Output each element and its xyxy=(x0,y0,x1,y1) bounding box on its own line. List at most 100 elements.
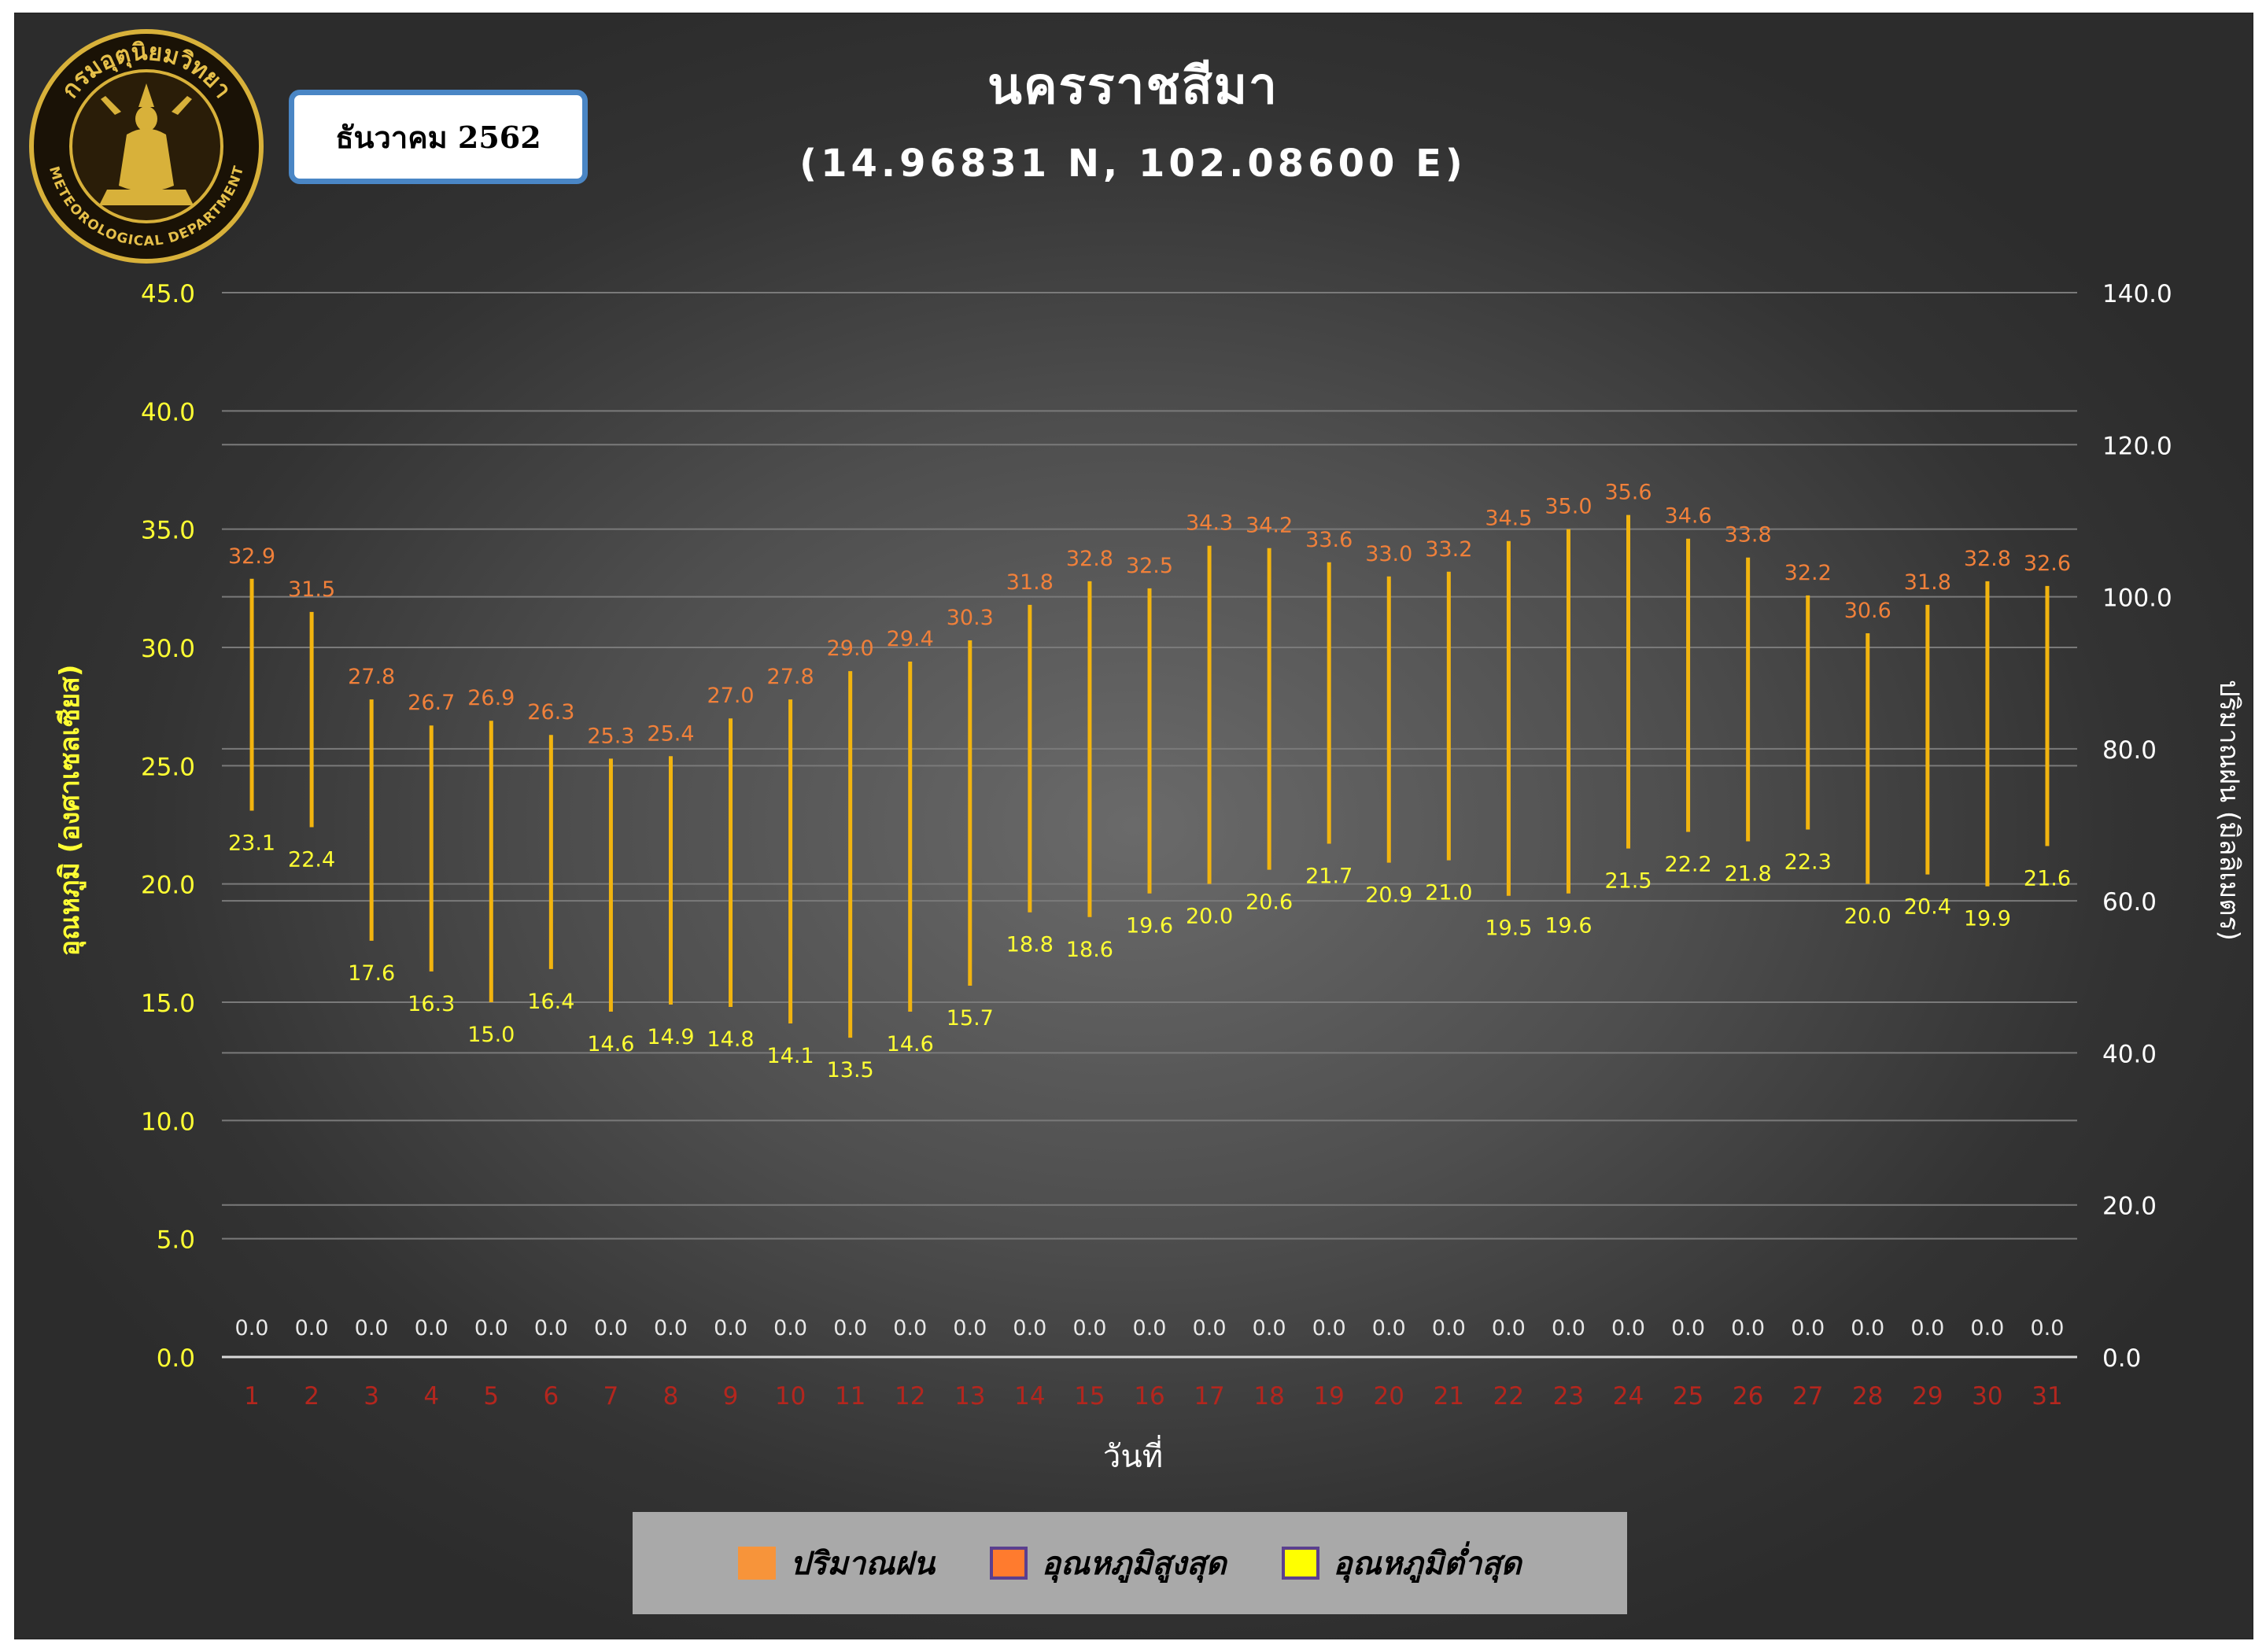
x-tick-label: 14 xyxy=(1014,1382,1045,1410)
x-tick-label: 15 xyxy=(1074,1382,1105,1410)
rain-label: 0.0 xyxy=(1731,1316,1765,1340)
max-temp-label: 30.6 xyxy=(1844,599,1891,623)
min-temp-label: 15.7 xyxy=(947,1006,994,1031)
min-temp-label: 14.1 xyxy=(767,1044,814,1068)
month-label: ธันวาคม 2562 xyxy=(335,119,541,155)
max-temp-label: 29.0 xyxy=(827,636,874,661)
max-temp-label: 35.6 xyxy=(1604,481,1652,505)
x-tick-label: 27 xyxy=(1792,1382,1823,1410)
min-temp-label: 19.9 xyxy=(1964,907,2011,931)
y2-tick-label: 40.0 xyxy=(2102,1040,2157,1068)
x-tick-label: 7 xyxy=(603,1382,619,1410)
x-tick-label: 1 xyxy=(244,1382,260,1410)
rain-label: 0.0 xyxy=(1253,1316,1286,1340)
x-tick-label: 9 xyxy=(723,1382,739,1410)
x-tick-label: 23 xyxy=(1553,1382,1584,1410)
y-tick-label: 40.0 xyxy=(141,398,195,426)
rain-label: 0.0 xyxy=(534,1316,568,1340)
max-temp-label: 32.9 xyxy=(228,544,275,569)
max-temp-label: 34.5 xyxy=(1485,507,1532,531)
rain-label: 0.0 xyxy=(773,1316,807,1340)
min-temp-label: 20.4 xyxy=(1904,895,1951,920)
legend-swatch-rain xyxy=(738,1547,777,1580)
rain-label: 0.0 xyxy=(1492,1316,1526,1340)
min-temp-label: 21.5 xyxy=(1604,869,1652,894)
x-tick-label: 13 xyxy=(954,1382,985,1410)
x-tick-label: 4 xyxy=(423,1382,439,1410)
min-temp-label: 21.6 xyxy=(2024,867,2071,891)
rain-label: 0.0 xyxy=(1072,1316,1106,1340)
x-tick-label: 31 xyxy=(2032,1382,2062,1410)
x-tick-label: 24 xyxy=(1613,1382,1644,1410)
min-temp-label: 20.0 xyxy=(1844,905,1891,929)
rain-label: 0.0 xyxy=(1133,1316,1167,1340)
x-tick-label: 18 xyxy=(1253,1382,1284,1410)
rain-label: 0.0 xyxy=(1611,1316,1645,1340)
min-temp-label: 14.9 xyxy=(647,1025,694,1049)
x-tick-label: 2 xyxy=(304,1382,319,1410)
rain-label: 0.0 xyxy=(654,1316,688,1340)
rain-label: 0.0 xyxy=(2030,1316,2064,1340)
rain-label: 0.0 xyxy=(953,1316,987,1340)
rain-label: 0.0 xyxy=(1552,1316,1585,1340)
max-temp-label: 27.8 xyxy=(767,665,814,689)
legend-swatch-min-temp xyxy=(1281,1547,1319,1580)
legend-label-max-temp: อุณหภูมิสูงสุด xyxy=(1041,1545,1227,1582)
rain-label: 0.0 xyxy=(893,1316,927,1340)
rain-label: 0.0 xyxy=(1432,1316,1466,1340)
x-tick-label: 3 xyxy=(364,1382,379,1410)
x-tick-label: 12 xyxy=(895,1382,925,1410)
max-temp-label: 30.3 xyxy=(947,606,994,630)
rain-label: 0.0 xyxy=(355,1316,389,1340)
min-temp-label: 18.6 xyxy=(1066,938,1113,962)
x-tick-label: 5 xyxy=(483,1382,499,1410)
chart-title-block: นครราชสีมา (14.96831 N, 102.08600 E) xyxy=(551,47,1715,195)
min-temp-label: 22.2 xyxy=(1665,853,1712,877)
y-tick-label: 30.0 xyxy=(141,635,195,663)
max-temp-label: 25.3 xyxy=(587,724,634,748)
chart-subtitle: (14.96831 N, 102.08600 E) xyxy=(799,142,1467,186)
month-label-box: ธันวาคม 2562 xyxy=(289,90,588,184)
min-temp-label: 16.4 xyxy=(527,990,574,1014)
min-temp-label: 19.5 xyxy=(1485,916,1532,941)
rain-label: 0.0 xyxy=(833,1316,867,1340)
max-temp-label: 32.5 xyxy=(1126,554,1173,578)
x-tick-label: 20 xyxy=(1374,1382,1404,1410)
max-temp-label: 26.9 xyxy=(467,686,515,710)
legend-label-min-temp: อุณหภูมิต่ำสุด xyxy=(1333,1545,1522,1582)
chart-legend: ปริมาณฝน อุณหภูมิสูงสุด อุณหภูมิต่ำสุด xyxy=(633,1512,1627,1614)
x-tick-label: 22 xyxy=(1493,1382,1524,1410)
legend-swatch-max-temp xyxy=(989,1547,1028,1580)
x-tick-label: 6 xyxy=(543,1382,559,1410)
y-axis-title: อุณหภูมิ (องศาเซลเซียส) xyxy=(54,665,87,957)
rain-label: 0.0 xyxy=(1193,1316,1227,1340)
chart-title: นครราชสีมา xyxy=(987,57,1279,116)
min-temp-label: 21.8 xyxy=(1725,862,1772,887)
rain-label: 0.0 xyxy=(1671,1316,1705,1340)
x-tick-label: 25 xyxy=(1673,1382,1703,1410)
rain-label: 0.0 xyxy=(1970,1316,2004,1340)
max-temp-label: 32.2 xyxy=(1784,561,1832,585)
min-temp-label: 19.6 xyxy=(1126,914,1173,938)
x-tick-label: 19 xyxy=(1313,1382,1344,1410)
rain-label: 0.0 xyxy=(1372,1316,1406,1340)
min-temp-label: 23.1 xyxy=(228,831,275,855)
max-temp-label: 34.3 xyxy=(1186,511,1233,536)
rain-label: 0.0 xyxy=(1851,1316,1884,1340)
y-tick-label: 35.0 xyxy=(141,517,195,545)
max-temp-label: 34.2 xyxy=(1246,514,1293,538)
y2-tick-label: 140.0 xyxy=(2102,280,2172,308)
chart-frame xyxy=(14,13,2253,1639)
max-temp-label: 27.0 xyxy=(707,684,754,708)
x-tick-label: 26 xyxy=(1733,1382,1763,1410)
max-temp-label: 33.2 xyxy=(1425,537,1472,562)
rain-label: 0.0 xyxy=(295,1316,329,1340)
rain-label: 0.0 xyxy=(235,1316,269,1340)
max-temp-label: 29.4 xyxy=(887,627,934,651)
max-temp-label: 26.3 xyxy=(527,700,574,725)
min-temp-label: 14.6 xyxy=(887,1032,934,1056)
min-temp-label: 14.8 xyxy=(707,1027,754,1052)
min-temp-label: 22.4 xyxy=(288,848,335,872)
y-tick-label: 15.0 xyxy=(141,990,195,1018)
